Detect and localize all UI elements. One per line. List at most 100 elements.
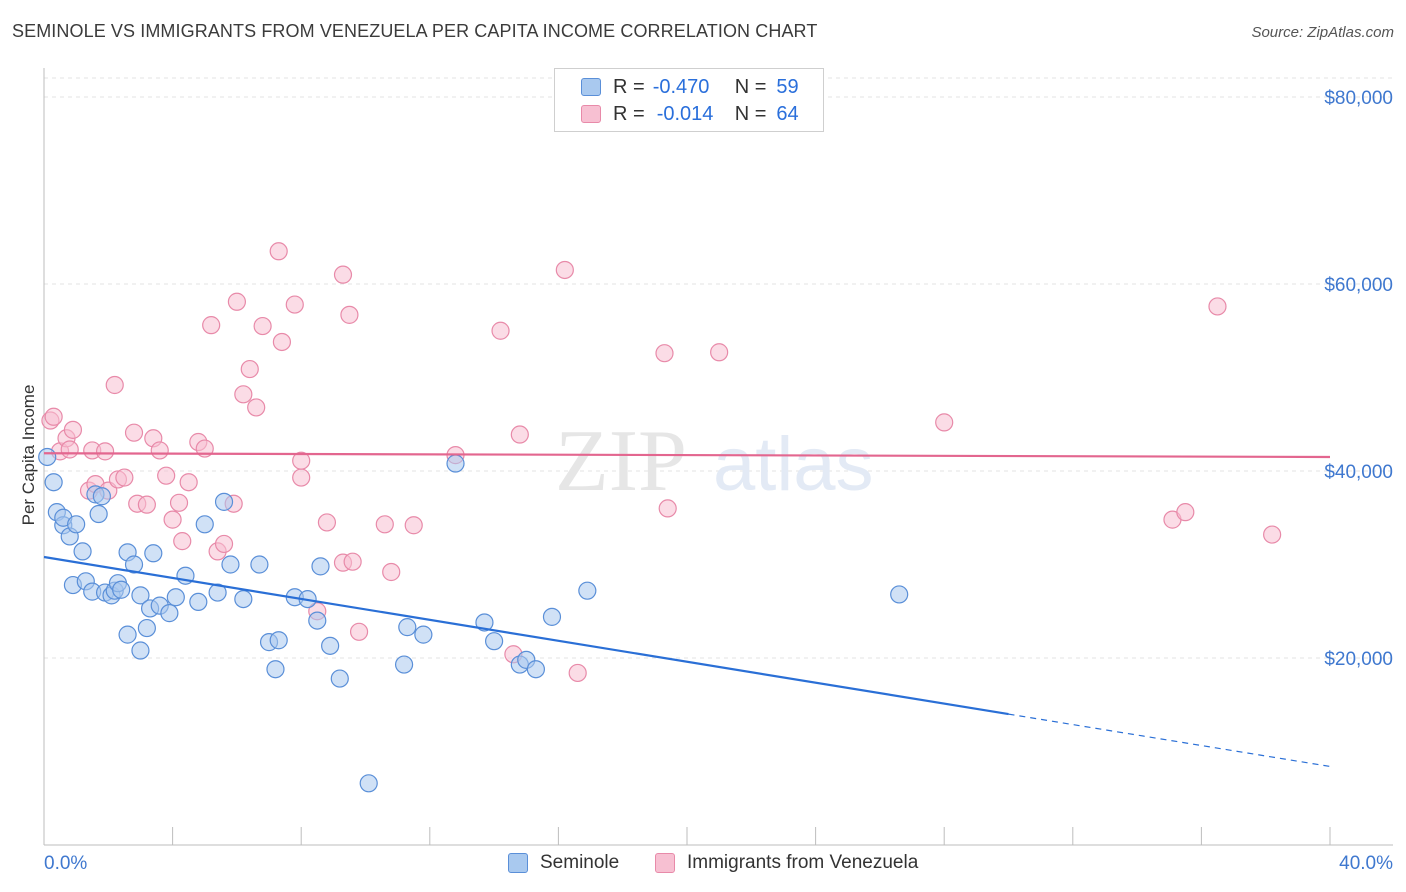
bottom-legend-swatch-venezuela bbox=[655, 853, 675, 873]
legend-row-venezuela: R = -0.014 N = 64 bbox=[581, 102, 799, 126]
legend-swatch-venezuela bbox=[581, 105, 601, 123]
seminole-point bbox=[166, 588, 185, 607]
seminole-point bbox=[250, 555, 269, 574]
bottom-legend-venezuela: Immigrants from Venezuela bbox=[655, 852, 918, 874]
venezuela-point bbox=[317, 513, 337, 532]
y-tick-label-20000: $20,000 bbox=[1324, 649, 1393, 670]
seminole-point bbox=[92, 487, 111, 506]
seminole-point bbox=[330, 669, 349, 688]
y-tick-labels: $20,000 $40,000 $60,000 $80,000 bbox=[1324, 88, 1393, 670]
seminole-point bbox=[485, 632, 504, 651]
seminole-point bbox=[578, 581, 597, 600]
venezuela-point bbox=[253, 316, 272, 336]
venezuela-point bbox=[234, 385, 253, 404]
seminole-point bbox=[131, 641, 150, 660]
venezuela-point bbox=[292, 468, 311, 487]
seminole-point bbox=[446, 454, 465, 473]
venezuela-point bbox=[137, 495, 156, 514]
legend-r-label: R = bbox=[613, 75, 645, 98]
venezuela-point bbox=[95, 442, 115, 461]
venezuela-point bbox=[935, 413, 954, 432]
watermark-zip: ZIP bbox=[555, 413, 687, 510]
venezuela-point bbox=[404, 516, 423, 535]
legend-r-label: R = bbox=[613, 102, 645, 125]
venezuela-point bbox=[1263, 525, 1282, 544]
legend-row-seminole: R = -0.470 N = 59 bbox=[581, 75, 799, 99]
bottom-legend-label-seminole: Seminole bbox=[540, 852, 620, 873]
legend-n-label: N = bbox=[734, 102, 767, 125]
venezuela-point bbox=[60, 440, 79, 459]
venezuela-point bbox=[333, 265, 353, 284]
seminole-point bbox=[144, 544, 163, 563]
venezuela-point bbox=[710, 343, 729, 362]
venezuela-point bbox=[269, 242, 288, 261]
venezuela-point bbox=[1176, 503, 1195, 522]
series-venezuela-points bbox=[41, 242, 1282, 683]
y-tick-label-40000: $40,000 bbox=[1324, 462, 1393, 483]
legend-r-value: -0.014 bbox=[656, 102, 714, 125]
y-axis-label: Per Capita Income bbox=[19, 385, 38, 526]
seminole-point bbox=[67, 515, 86, 534]
venezuela-point bbox=[124, 423, 144, 442]
seminole-point bbox=[359, 774, 378, 793]
seminole-point bbox=[137, 618, 156, 638]
seminole-point bbox=[321, 636, 340, 655]
seminole-point bbox=[398, 618, 417, 637]
seminole-point bbox=[311, 557, 330, 576]
seminole-point bbox=[414, 625, 433, 644]
seminole-point bbox=[112, 580, 131, 599]
seminole-point bbox=[394, 655, 414, 674]
venezuela-point bbox=[1208, 297, 1227, 316]
venezuela-point bbox=[491, 321, 510, 340]
venezuela-point bbox=[214, 534, 234, 554]
seminole-point bbox=[73, 542, 92, 561]
seminole-point bbox=[542, 607, 562, 626]
venezuela-point bbox=[173, 532, 192, 551]
venezuela-point bbox=[510, 425, 529, 444]
seminole-point bbox=[208, 583, 227, 602]
series-seminole-points bbox=[38, 447, 909, 793]
legend-swatch-seminole bbox=[581, 78, 601, 96]
bottom-legend-label-venezuela: Immigrants from Venezuela bbox=[687, 852, 919, 873]
venezuela-point bbox=[157, 466, 176, 485]
venezuela-point bbox=[285, 295, 304, 314]
legend-n-label: N = bbox=[734, 75, 767, 98]
x-tick-label-max: 40.0% bbox=[1339, 853, 1393, 874]
venezuela-point bbox=[343, 552, 362, 571]
venezuela-point bbox=[382, 562, 401, 582]
seminole-point bbox=[118, 625, 137, 644]
venezuela-point bbox=[658, 499, 677, 518]
seminole-point bbox=[195, 515, 214, 534]
venezuela-trend-line bbox=[43, 452, 1331, 459]
seminole-point bbox=[269, 631, 288, 650]
seminole-point bbox=[266, 660, 285, 679]
seminole-point bbox=[221, 555, 240, 574]
seminole-point bbox=[526, 660, 545, 679]
watermark-atlas: atlas bbox=[713, 422, 874, 507]
seminole-point bbox=[44, 473, 63, 492]
venezuela-point bbox=[169, 493, 189, 512]
legend-r-value: -0.470 bbox=[652, 75, 710, 98]
venezuela-point bbox=[272, 332, 292, 352]
venezuela-point bbox=[179, 473, 198, 492]
chart-source: Source: ZipAtlas.com bbox=[1251, 24, 1394, 41]
venezuela-point bbox=[247, 398, 266, 417]
seminole-point bbox=[214, 492, 234, 511]
venezuela-point bbox=[202, 316, 221, 335]
venezuela-point bbox=[163, 510, 182, 529]
venezuela-point bbox=[63, 420, 83, 439]
venezuela-point bbox=[340, 305, 359, 324]
venezuela-point bbox=[227, 292, 246, 311]
seminole-point bbox=[131, 586, 150, 605]
venezuela-point bbox=[150, 441, 169, 460]
seminole-point bbox=[38, 447, 57, 467]
correlation-legend: R = -0.470 N = 59 R = -0.014 N = 64 bbox=[554, 68, 824, 132]
venezuela-point bbox=[240, 359, 259, 379]
venezuela-point bbox=[115, 468, 134, 487]
chart-title: SEMINOLE VS IMMIGRANTS FROM VENEZUELA PE… bbox=[12, 21, 818, 41]
bottom-legend-seminole: Seminole bbox=[508, 852, 619, 874]
y-tick-label-60000: $60,000 bbox=[1324, 275, 1393, 296]
venezuela-point bbox=[655, 344, 674, 363]
seminole-point bbox=[124, 555, 144, 574]
